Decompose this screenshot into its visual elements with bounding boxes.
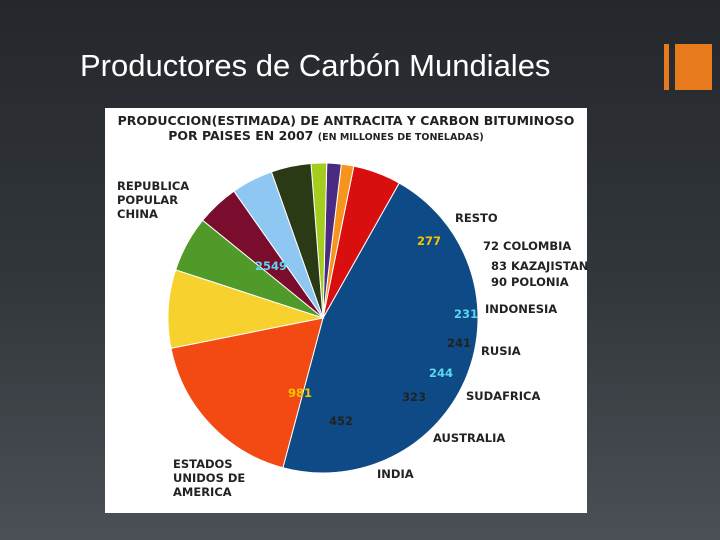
slice-name-label: AUSTRALIA	[433, 431, 505, 445]
chart-title-line1: PRODUCCION(ESTIMADA) DE ANTRACITA Y CARB…	[117, 113, 575, 128]
slice-value-label: 231	[454, 307, 478, 321]
slice-value-label: 277	[417, 234, 441, 248]
slice-value-label: 241	[447, 336, 471, 350]
slice-name-label: INDIA	[377, 467, 414, 481]
slice-value-label: 981	[288, 386, 312, 400]
slice-value-label: 323	[402, 390, 426, 404]
chart-panel: PRODUCCION(ESTIMADA) DE ANTRACITA Y CARB…	[105, 108, 587, 513]
slide-title: Productores de Carbón Mundiales	[80, 48, 551, 83]
pie-slice-republica-popular-china	[282, 182, 479, 474]
slice-name-label: ESTADOS UNIDOS DE AMERICA	[173, 457, 245, 499]
slice-name-label: INDONESIA	[485, 302, 557, 316]
slice-name-label: 72 COLOMBIA	[483, 239, 571, 253]
slice-name-label: SUDAFRICA	[466, 389, 540, 403]
accent-bar-thick	[675, 44, 712, 90]
accent-bar-thin	[664, 44, 669, 90]
slice-name-label: REPUBLICA POPULAR CHINA	[117, 179, 189, 221]
slice-value-label: 244	[429, 366, 453, 380]
slice-name-label: 83 KAZAJISTAN	[491, 259, 587, 273]
slice-name-label: 90 POLONIA	[491, 275, 569, 289]
slice-name-label: RESTO	[455, 211, 498, 225]
slice-name-label: RUSIA	[481, 344, 521, 358]
chart-title-period: POR PAISES EN 2007	[168, 128, 314, 143]
pie-chart: REPUBLICA POPULAR CHINA 2549 RESTO 277 72 COLO…	[117, 162, 587, 499]
slice-value-label: 452	[329, 414, 353, 428]
slice-value-label: 2549	[255, 259, 287, 273]
chart-title-line2: POR PAISES EN 2007 (EN MILLONES DE TONEL…	[105, 128, 587, 143]
pie-slice-estados-unidos de-america	[170, 317, 324, 469]
chart-title-unit: (EN MILLONES DE TONELADAS)	[317, 132, 484, 143]
